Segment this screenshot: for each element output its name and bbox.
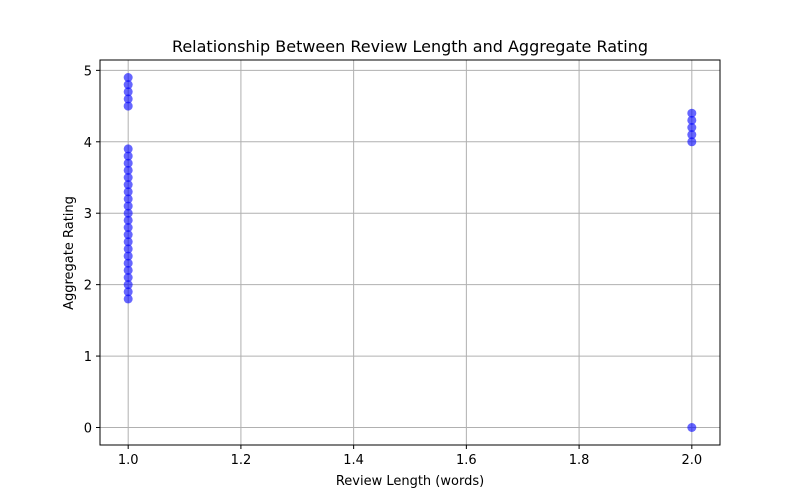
data-point bbox=[123, 173, 133, 182]
data-point bbox=[123, 287, 133, 297]
x-tick-label: 2.0 bbox=[681, 453, 702, 468]
data-point bbox=[687, 137, 697, 147]
y-tick-label: 1 bbox=[84, 350, 92, 365]
data-point bbox=[687, 423, 697, 432]
y-tick-label: 0 bbox=[84, 422, 92, 437]
y-tick-label: 3 bbox=[84, 207, 92, 222]
x-tick-label: 1.2 bbox=[231, 453, 252, 468]
x-tick-label: 1.6 bbox=[456, 453, 477, 468]
y-axis-ticks: 0 1 2 3 4 5 bbox=[84, 64, 100, 437]
data-point bbox=[687, 123, 697, 132]
data-point bbox=[123, 87, 133, 97]
y-tick-label: 4 bbox=[84, 136, 92, 151]
chart-title: Relationship Between Review Length and A… bbox=[172, 37, 648, 56]
data-point bbox=[123, 208, 133, 218]
data-points bbox=[123, 73, 697, 432]
data-point bbox=[123, 144, 133, 154]
data-point bbox=[123, 280, 133, 290]
data-point bbox=[123, 80, 133, 90]
data-point bbox=[123, 201, 133, 211]
x-axis-label: Review Length (words) bbox=[336, 474, 484, 489]
data-point bbox=[123, 94, 133, 104]
data-point bbox=[123, 294, 133, 304]
data-point bbox=[123, 230, 133, 240]
x-tick-label: 1.4 bbox=[343, 453, 364, 468]
data-point bbox=[123, 101, 133, 111]
data-point bbox=[687, 108, 697, 118]
data-point bbox=[123, 158, 133, 168]
data-point bbox=[123, 251, 133, 261]
data-point bbox=[123, 73, 133, 82]
x-axis-ticks: 1.0 1.2 1.4 1.6 1.8 2.0 bbox=[118, 445, 702, 468]
data-point bbox=[123, 244, 133, 254]
data-point bbox=[123, 165, 133, 175]
data-point bbox=[687, 130, 697, 140]
data-point bbox=[123, 237, 133, 247]
data-point bbox=[123, 194, 133, 204]
data-point bbox=[123, 180, 133, 190]
data-point bbox=[123, 187, 133, 197]
data-point bbox=[123, 258, 133, 268]
plot-frame bbox=[99, 59, 721, 446]
x-tick-label: 1.0 bbox=[118, 453, 139, 468]
data-point bbox=[123, 223, 133, 232]
y-axis-label: Aggregate Rating bbox=[62, 196, 77, 310]
data-point bbox=[123, 273, 133, 282]
data-point bbox=[687, 115, 697, 125]
data-point bbox=[123, 151, 133, 161]
data-point bbox=[123, 265, 133, 275]
y-tick-label: 5 bbox=[84, 64, 92, 79]
y-tick-label: 2 bbox=[84, 279, 92, 294]
x-tick-label: 1.8 bbox=[569, 453, 590, 468]
data-point bbox=[123, 215, 133, 225]
